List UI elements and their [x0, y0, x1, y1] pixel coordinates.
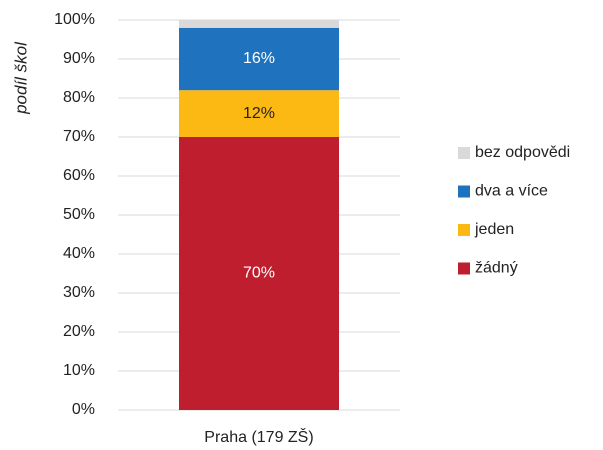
legend-label: žádný [475, 260, 518, 277]
y-tick-label: 90% [63, 50, 95, 67]
legend-label: dva a více [475, 183, 548, 200]
y-tick-label: 40% [63, 245, 95, 262]
y-tick-label: 100% [54, 11, 95, 28]
y-tick-label: 0% [72, 401, 95, 418]
data-label: 16% [243, 50, 275, 67]
y-tick-label: 50% [63, 206, 95, 223]
legend-swatch [458, 224, 470, 236]
legend-swatch [458, 147, 470, 159]
bar-segment [179, 27, 339, 91]
y-tick-label: 80% [63, 89, 95, 106]
y-tick-label: 10% [63, 362, 95, 379]
bar-segment [179, 20, 339, 28]
bar-segment [179, 90, 339, 137]
data-label: 12% [243, 105, 275, 122]
legend-label: jeden [474, 221, 514, 238]
x-tick-label: Praha (179 ZŠ) [204, 427, 313, 446]
y-tick-label: 30% [63, 284, 95, 301]
legend-swatch [458, 185, 470, 198]
bar-segment [179, 137, 339, 410]
data-label: 70% [243, 265, 275, 282]
y-tick-label: 60% [63, 167, 95, 184]
y-tick-label: 70% [63, 128, 95, 145]
y-tick-label: 20% [63, 323, 95, 340]
legend-label: bez odpovědi [475, 144, 570, 161]
y-axis-label: podíl škol [11, 41, 30, 115]
legend-swatch [458, 262, 470, 275]
